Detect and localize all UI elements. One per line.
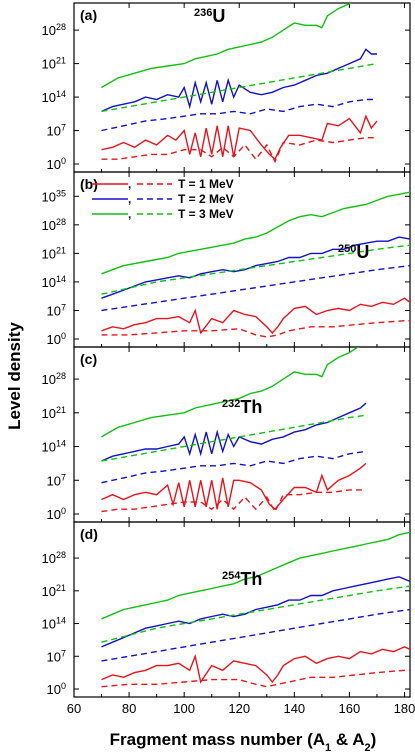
panel-label: (b)	[80, 176, 98, 192]
y-tick-label: 1028	[42, 371, 66, 387]
series-T1-solid	[101, 114, 378, 161]
panel-c: 100 107 1014 1021 1028 (c) 232Th	[42, 346, 411, 523]
legend-label: T = 2 MeV	[178, 192, 234, 206]
series-T1-dashed	[101, 669, 410, 688]
legend-label: T = 1 MeV	[178, 177, 234, 191]
y-axis-label: Level density	[5, 322, 24, 430]
y-tick-label: 1028	[42, 22, 66, 38]
nucleus-label: 232Th	[222, 397, 262, 417]
x-tick-label: 140	[283, 701, 305, 716]
x-tick-label: 100	[173, 701, 195, 716]
series-T2-solid	[101, 236, 410, 299]
panel-label: (c)	[80, 351, 97, 367]
series-T2-solid	[101, 576, 410, 648]
y-tick-label: 1021	[42, 583, 66, 599]
y-tick-label: 107	[47, 648, 66, 664]
series-T1-solid	[101, 646, 410, 684]
y-tick-label: 107	[47, 472, 66, 488]
panel-d: 100 107 1014 1021 1028 (d) 254Th	[42, 521, 411, 698]
y-tick-label: 1028	[42, 217, 66, 233]
legend-comma: ,	[128, 192, 131, 206]
panel-b: 100 107 1014 1021 1028 1035 (b) 250U	[42, 171, 411, 348]
series-T3-dashed	[101, 62, 378, 113]
series-T3-solid	[101, 347, 360, 438]
series-T1-dashed	[101, 136, 377, 164]
y-tick-label: 1021	[42, 405, 66, 421]
series-T3-solid	[101, 3, 352, 89]
panel-label: (a)	[80, 7, 97, 23]
y-tick-label: 100	[47, 506, 66, 522]
y-tick-label: 100	[47, 156, 66, 172]
panel-a: 100 107 1014 1021 1028 (a) 236U	[42, 2, 411, 173]
nucleus-label: 236U	[194, 6, 225, 26]
y-tick-label: 1014	[42, 616, 66, 632]
y-tick-label: 1021	[42, 245, 66, 261]
y-tick-label: 1014	[42, 274, 66, 290]
nucleus-label: 254Th	[222, 569, 262, 589]
series-T2-solid	[101, 402, 367, 462]
x-axis-label-main: Fragment mass number (A	[110, 730, 325, 749]
y-tick-label: 107	[47, 302, 66, 318]
series-T3-solid	[101, 531, 410, 620]
series-T1-dashed	[101, 489, 366, 514]
series-T2-dashed	[101, 450, 367, 484]
x-axis-label: Fragment mass number (A1 & A2)	[110, 730, 377, 754]
y-tick-label: 1014	[42, 89, 66, 105]
y-tick-label: 1028	[42, 550, 66, 566]
x-tick-label: 80	[122, 701, 136, 716]
series-T2-dashed	[101, 608, 410, 662]
x-tick-label: 60	[67, 701, 81, 716]
y-tick-label: 107	[47, 123, 66, 139]
legend-comma: ,	[128, 177, 131, 191]
x-axis-label-sub2: 2	[365, 742, 371, 754]
series-T1-dashed	[101, 320, 410, 338]
series-T2-dashed	[101, 264, 410, 312]
legend: , T = 1 MeV, T = 2 MeV, T = 3 MeV	[92, 177, 234, 221]
x-tick-label: 160	[339, 701, 361, 716]
nucleus-label: 250U	[338, 242, 369, 262]
series-T1-solid	[101, 297, 410, 335]
series-T3-dashed	[101, 585, 410, 643]
panel-label: (d)	[80, 526, 98, 542]
panel-frame	[73, 346, 411, 523]
legend-label: T = 3 MeV	[178, 207, 234, 221]
x-axis-label-mid: & A	[331, 730, 364, 749]
x-tick-label: 180	[394, 701, 415, 716]
y-tick-label: 1021	[42, 56, 66, 72]
series-T1-solid	[101, 462, 367, 511]
series-T2-solid	[101, 48, 377, 113]
series-T3-solid	[101, 191, 410, 275]
x-axis-label-sub1: 1	[325, 742, 331, 754]
series-T2-dashed	[101, 98, 377, 132]
x-tick-label: 120	[228, 701, 250, 716]
legend-comma: ,	[128, 207, 131, 221]
y-tick-label: 1014	[42, 439, 66, 455]
y-tick-label: 1035	[42, 188, 66, 204]
series-T3-dashed	[101, 414, 367, 462]
y-tick-label: 100	[47, 331, 66, 347]
series-T3-dashed	[101, 244, 410, 295]
x-axis-label-end: )	[371, 730, 377, 749]
y-tick-label: 100	[47, 681, 66, 697]
